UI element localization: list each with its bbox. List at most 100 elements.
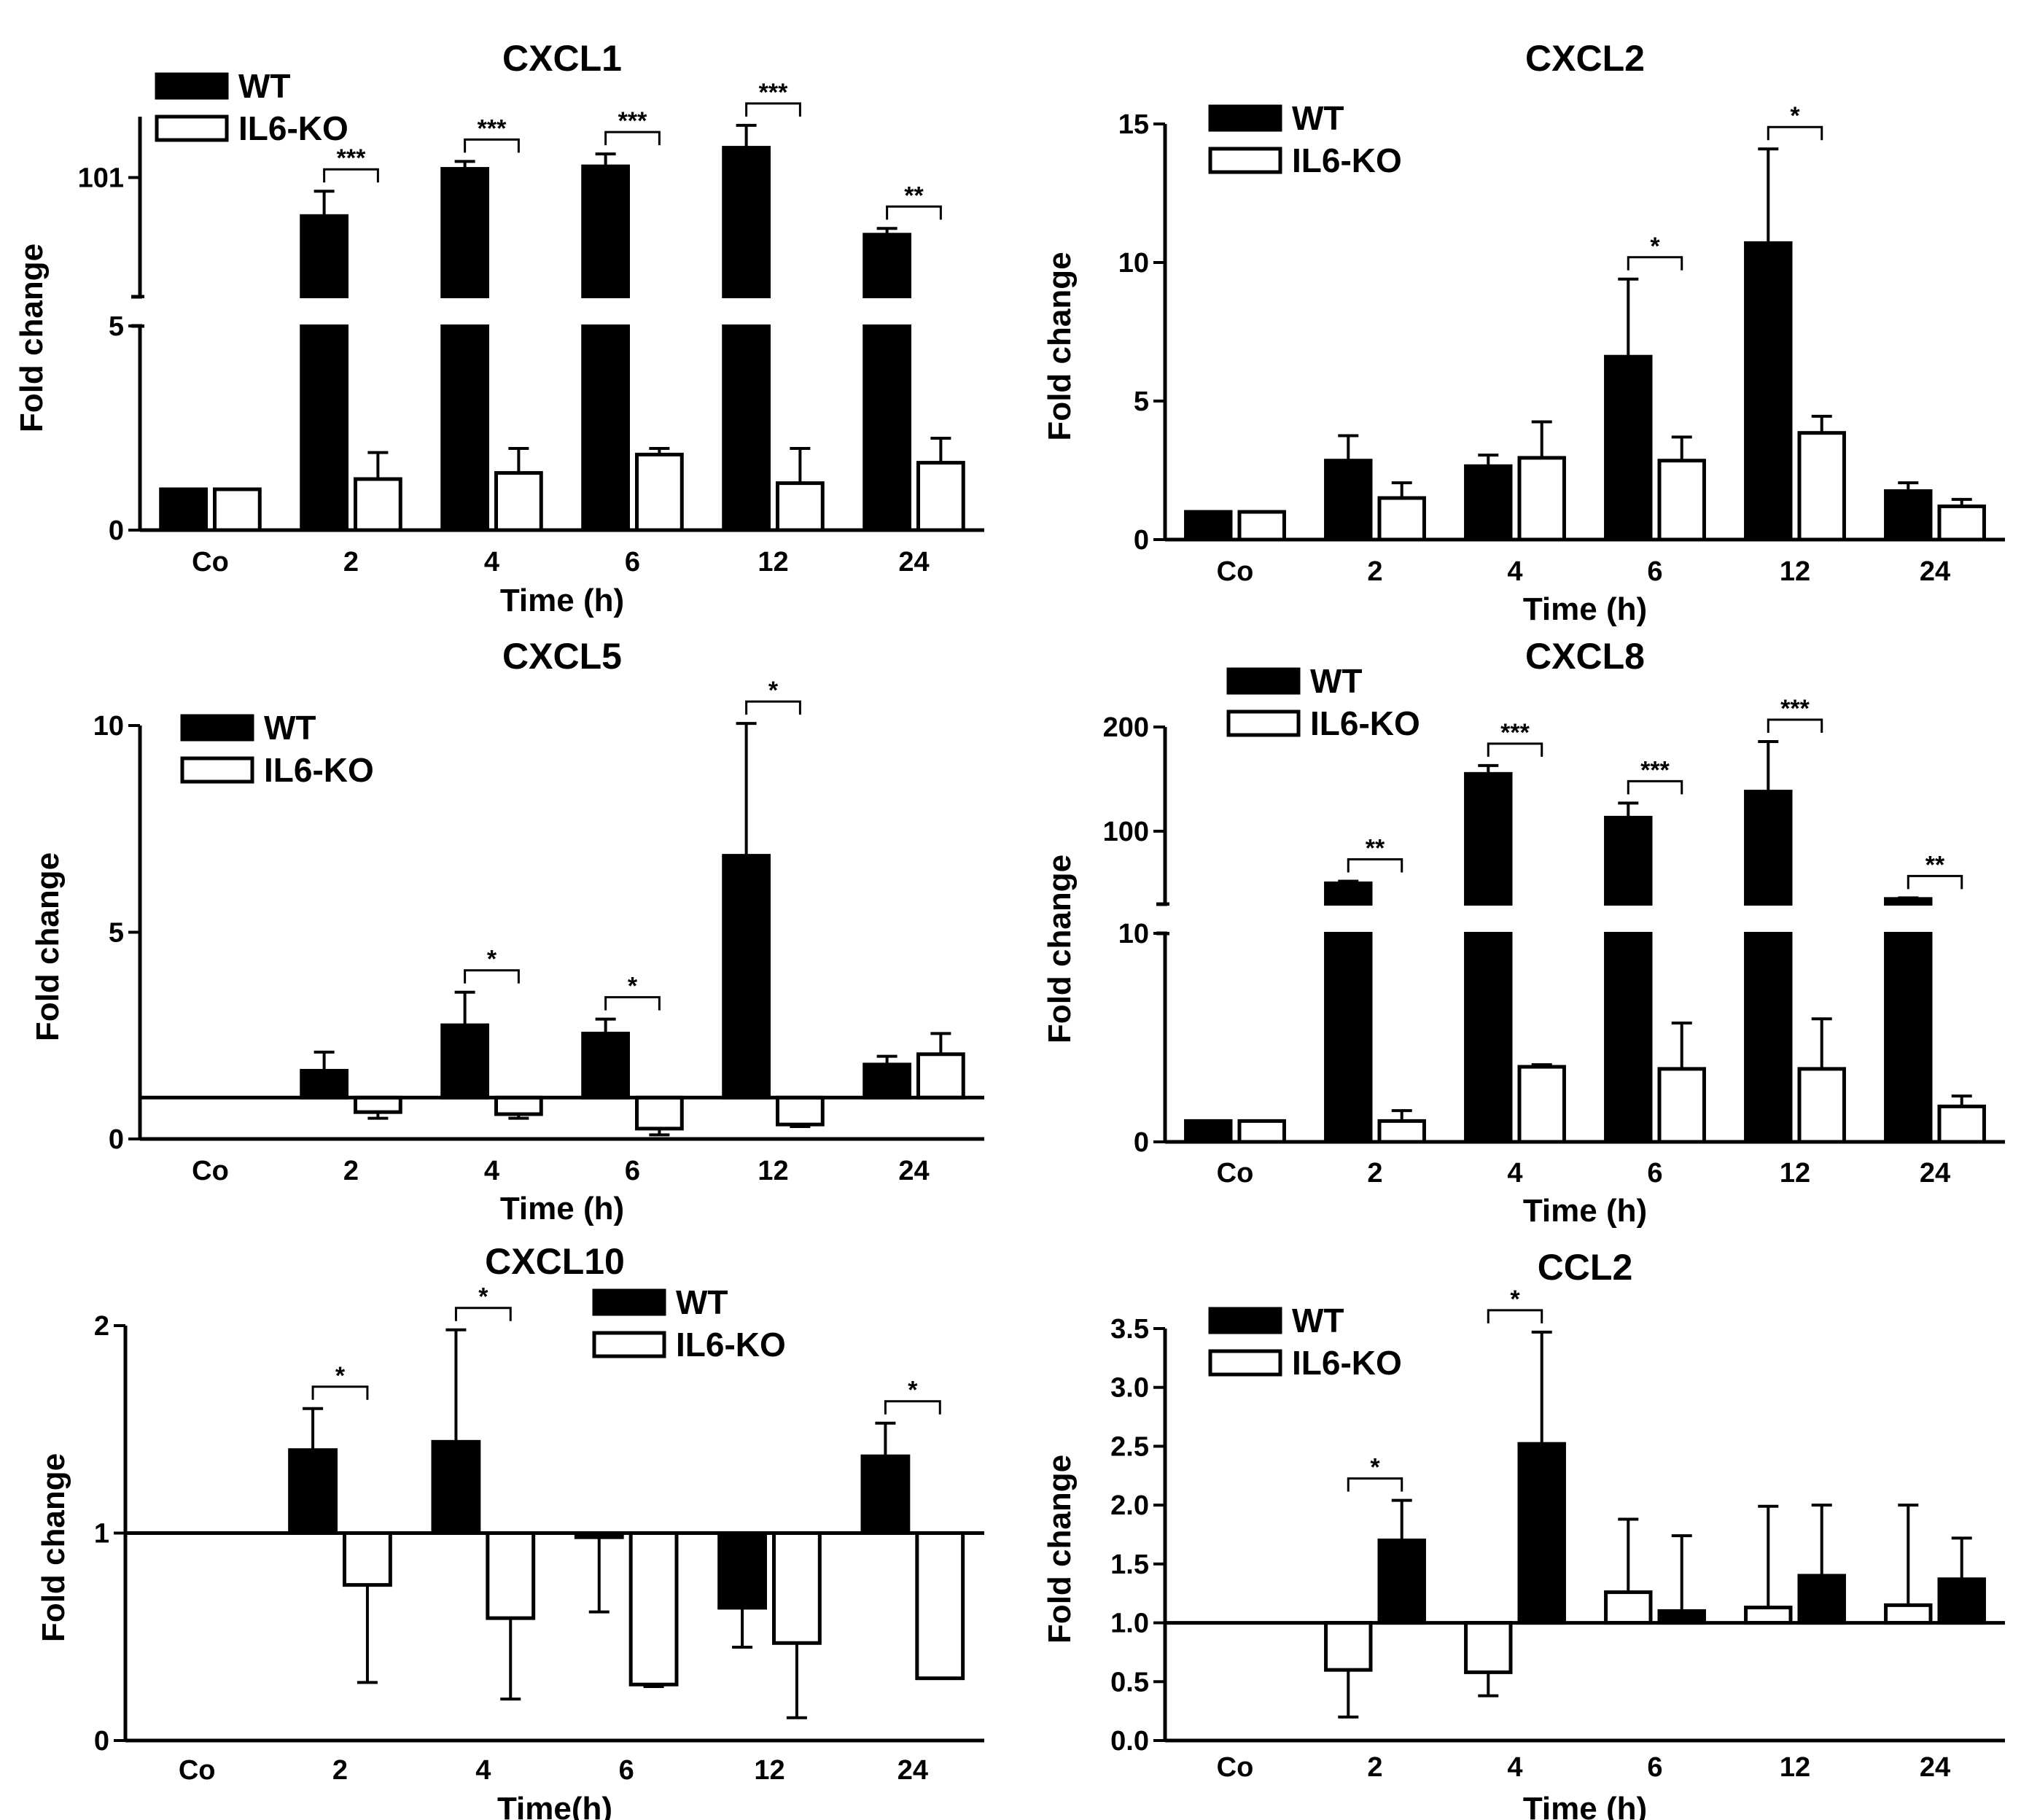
- significance-label: ***: [1500, 719, 1530, 747]
- bar-wt-4: [1464, 771, 1513, 1144]
- significance-label: **: [904, 182, 924, 209]
- bar-il6ko-12: [776, 481, 825, 532]
- x-axis-label: Time (h): [1523, 591, 1647, 627]
- bar-wt-2: [1377, 1539, 1426, 1625]
- significance-markers: ****** ********: [323, 79, 942, 220]
- bar-il6ko-24: [916, 1052, 965, 1100]
- y-ticks: 0 5 10: [93, 711, 140, 1155]
- legend-label-il6ko: IL6-KO: [264, 751, 374, 789]
- x-tick-label: 24: [897, 1755, 928, 1786]
- significance-label: *: [628, 973, 638, 1000]
- bar-wt-4: [431, 1439, 481, 1535]
- bar-wt-24: [862, 1062, 911, 1100]
- x-tick-label: 2: [343, 547, 359, 578]
- significance-label: *: [908, 1377, 918, 1404]
- y-tick-label: 0.0: [1110, 1726, 1149, 1757]
- legend-label-wt: WT: [1292, 1302, 1344, 1339]
- chart-title: CXCL5: [502, 636, 622, 677]
- bar-il6ko-2: [354, 1095, 402, 1114]
- bar-il6ko-24: [1937, 504, 1986, 542]
- significance-bracket: [1767, 718, 1823, 734]
- bar-il6ko-24: [1884, 1603, 1933, 1625]
- chart-ccl2: CCL2 0.0 0.5 1.0 1.5 2.0 2.5 3.0 3.5 Fold change T…: [1042, 1247, 2005, 1820]
- y-tick-label: 3.0: [1110, 1373, 1149, 1404]
- bar-il6ko-2: [1377, 496, 1426, 542]
- y-tick-label: 0.5: [1110, 1667, 1149, 1698]
- significance-bracket: [311, 1385, 369, 1400]
- significance-markers: **: [1627, 102, 1823, 271]
- x-tick-label: Co: [1217, 1752, 1254, 1783]
- x-tick-label: 24: [898, 547, 929, 578]
- bar-il6ko-4: [486, 1531, 536, 1620]
- legend-label-il6ko: IL6-KO: [1292, 1344, 1402, 1382]
- bar-wt-6: [1604, 815, 1653, 1144]
- bar-il6ko-24: [1937, 1104, 1986, 1144]
- bar-wt-4: [440, 167, 489, 532]
- x-tick-label: 6: [1647, 556, 1662, 587]
- bar-wt-12: [1797, 1574, 1846, 1625]
- significance-label: *: [487, 946, 497, 973]
- bar-wt-24: [862, 233, 911, 532]
- significance-label: ***: [1640, 756, 1670, 784]
- bar-wt-24: [1937, 1577, 1986, 1625]
- significance-bracket: [464, 138, 520, 153]
- bar-il6ko-12: [1797, 431, 1846, 542]
- legend-swatch-il6ko: [1208, 1349, 1282, 1377]
- bar-wt-24: [1884, 489, 1933, 542]
- chart-title: CCL2: [1538, 1247, 1633, 1288]
- y-tick-label: 1.0: [1110, 1609, 1149, 1639]
- bar-wt-6: [1604, 354, 1653, 542]
- x-axis-label: Time (h): [1523, 1791, 1647, 1820]
- x-tick-label: 4: [484, 1156, 499, 1186]
- significance-label: ***: [759, 79, 788, 106]
- significance-bracket: [745, 700, 801, 715]
- y-tick-label: 0: [1134, 525, 1149, 556]
- axes: [1163, 1329, 2005, 1743]
- y-tick-label: 2.0: [1110, 1490, 1149, 1521]
- x-axis-label: Time (h): [500, 583, 624, 618]
- bar-wt-24: [860, 1454, 911, 1535]
- bar-il6ko-2: [1377, 1119, 1426, 1144]
- x-tick-label: 24: [1920, 1158, 1950, 1189]
- y-tick-label: 200: [1103, 712, 1149, 743]
- significance-label: *: [1650, 233, 1660, 260]
- bar-wt-6: [581, 164, 630, 532]
- x-tick-label: 4: [475, 1755, 491, 1786]
- bar-il6ko-6: [635, 452, 684, 532]
- x-tick-label: 12: [758, 1156, 788, 1186]
- legend-swatch-il6ko: [180, 756, 254, 784]
- y-tick-label: 0: [109, 516, 124, 546]
- significance-bracket: [1627, 779, 1683, 795]
- bar-il6ko-4: [494, 1095, 543, 1116]
- bars: [1184, 147, 1986, 542]
- legend-swatch-il6ko: [1208, 147, 1282, 174]
- bar-wt-4: [1464, 464, 1513, 542]
- y-ticks: 0 5 101: [78, 163, 140, 546]
- bar-wt-2: [300, 214, 348, 532]
- significance-markers: * * *: [464, 677, 801, 1011]
- significance-label: ***: [618, 107, 647, 135]
- legend: WT IL6-KO: [592, 1283, 786, 1364]
- chart-title: CXCL1: [502, 38, 622, 79]
- significance-bracket: [1767, 125, 1823, 141]
- significance-bracket: [745, 102, 801, 117]
- bar-il6ko-6: [1604, 1590, 1653, 1625]
- bar-il6ko-2: [343, 1531, 392, 1587]
- axes: [1163, 124, 2005, 542]
- x-tick-label: 2: [343, 1156, 359, 1186]
- x-tick-label: 4: [1507, 556, 1522, 587]
- x-tick-label: 4: [484, 547, 499, 578]
- bars: [159, 123, 965, 532]
- legend-label-wt: WT: [264, 709, 316, 747]
- significance-label: *: [478, 1283, 488, 1311]
- bar-il6ko-6: [1657, 459, 1706, 542]
- bar-wt-Co: [1184, 1119, 1233, 1144]
- legend-swatch-wt: [180, 714, 254, 742]
- legend-label-wt: WT: [1292, 99, 1344, 137]
- legend-swatch-il6ko: [592, 1331, 666, 1358]
- x-tick-label: Co: [1217, 556, 1254, 587]
- axes: [131, 117, 984, 532]
- significance-markers: *************: [1347, 695, 1963, 890]
